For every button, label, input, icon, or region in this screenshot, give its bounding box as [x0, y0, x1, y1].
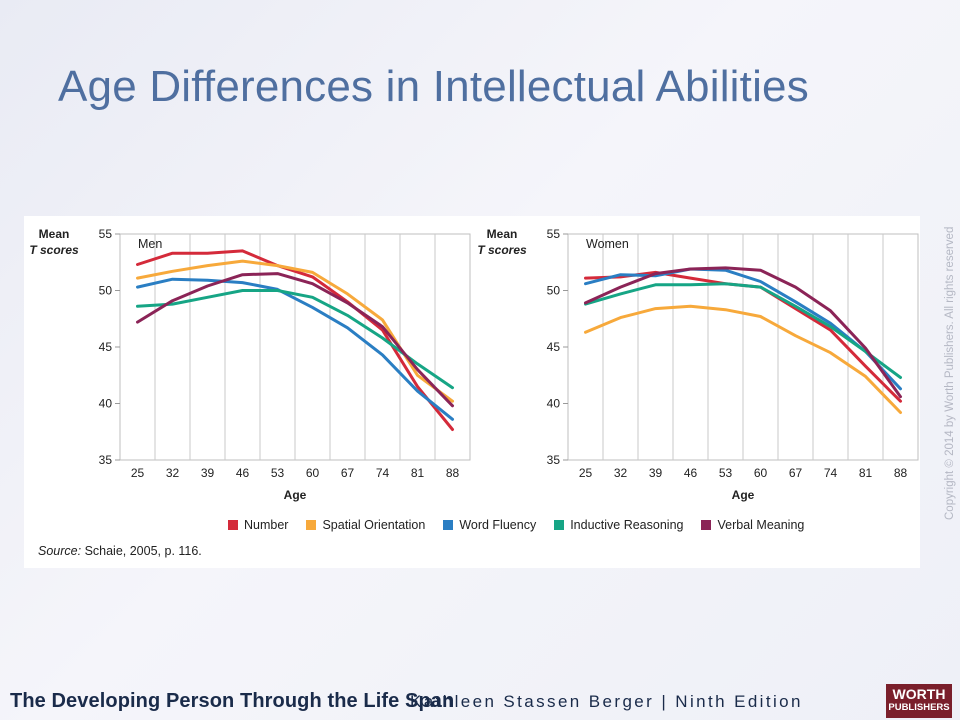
slide-title: Age Differences in Intellectual Abilitie…: [58, 62, 809, 111]
x-tick-label: 88: [446, 466, 460, 480]
x-tick-label: 25: [131, 466, 145, 480]
x-tick-label: 81: [411, 466, 425, 480]
x-tick-label: 46: [236, 466, 250, 480]
chart-legend: Number Spatial Orientation Word Fluency Ind…: [228, 518, 804, 532]
x-tick-label: 25: [579, 466, 593, 480]
legend-label: Spatial Orientation: [322, 518, 426, 532]
legend-item: Spatial Orientation: [306, 518, 425, 532]
y-tick-label: 55: [547, 227, 561, 241]
y-axis-label-line1: Mean: [487, 227, 518, 241]
x-tick-label: 60: [306, 466, 320, 480]
chart-1: 35 40 45 50 55 25 32 39 46 53 60 67 74 81 88 Mean T scor…: [477, 227, 919, 502]
x-tick-label: 81: [859, 466, 873, 480]
x-tick-label: 53: [719, 466, 733, 480]
legend-label: Word Fluency: [459, 518, 537, 532]
x-tick-label: 74: [824, 466, 838, 480]
chart-0: 35 40 45 50 55 25 32 39 46 53 60 67 74 81 88 Mean T scor…: [29, 227, 471, 502]
y-tick-label: 55: [99, 227, 113, 241]
x-tick-label: 67: [341, 466, 355, 480]
publisher-logo-line1: WORTH: [892, 686, 946, 702]
author-edition: Kathleen Stassen Berger | Ninth Edition: [410, 692, 803, 711]
x-tick-label: 53: [271, 466, 285, 480]
legend-swatch: [228, 520, 238, 530]
series-line-inductive-reasoning: [136, 289, 454, 390]
series-line-spatial-orientation: [584, 304, 902, 414]
y-tick-label: 50: [99, 284, 113, 298]
charts-svg: 35 40 45 50 55 25 32 39 46 53 60 67 74 81 88 Mean T scor…: [29, 227, 919, 502]
series-line-word-fluency: [136, 277, 454, 421]
legend-item: Number: [228, 518, 288, 532]
x-tick-label: 67: [789, 466, 803, 480]
chart-panel: 35 40 45 50 55 25 32 39 46 53 60 67 74 81 88 Mean T scor…: [24, 216, 920, 568]
y-tick-label: 35: [547, 453, 561, 467]
panel-title: Men: [138, 237, 162, 251]
legend-swatch: [306, 520, 317, 530]
x-axis-label: Age: [732, 488, 755, 502]
legend-label: Inductive Reasoning: [570, 518, 684, 532]
legend-swatch: [554, 520, 565, 530]
y-tick-label: 45: [547, 340, 561, 354]
y-tick-label: 40: [547, 397, 561, 411]
y-tick-label: 35: [99, 453, 113, 467]
x-tick-label: 60: [754, 466, 768, 480]
x-tick-label: 39: [201, 466, 215, 480]
x-tick-label: 39: [649, 466, 663, 480]
publisher-logo: WORTH PUBLISHERS: [886, 684, 952, 718]
book-title: The Developing Person Through the Life S…: [10, 690, 455, 712]
x-tick-label: 32: [166, 466, 180, 480]
y-axis-label-line2: T scores: [477, 243, 527, 257]
y-tick-label: 45: [99, 340, 113, 354]
source-label: Source:: [38, 544, 82, 558]
footer: The Developing Person Through the Life S…: [0, 676, 960, 720]
legend-swatch: [443, 520, 454, 530]
legend-label: Verbal Meaning: [717, 518, 805, 532]
x-tick-label: 32: [614, 466, 628, 480]
series-line-inductive-reasoning: [584, 282, 902, 379]
panel-title: Women: [586, 237, 629, 251]
y-tick-label: 50: [547, 284, 561, 298]
series-line-number: [136, 249, 454, 431]
legend-swatch: [701, 520, 712, 530]
x-tick-label: 88: [894, 466, 908, 480]
x-axis-label: Age: [284, 488, 307, 502]
legend-item: Verbal Meaning: [701, 518, 804, 532]
legend-item: Word Fluency: [443, 518, 536, 532]
series-line-verbal-meaning: [584, 266, 902, 399]
copyright-notice: Copyright © 2014 by Worth Publishers. Al…: [944, 226, 956, 520]
legend-label: Number: [244, 518, 289, 532]
x-tick-label: 46: [684, 466, 698, 480]
y-tick-label: 40: [99, 397, 113, 411]
y-axis-label-line1: Mean: [39, 227, 70, 241]
publisher-logo-line2: PUBLISHERS: [888, 702, 950, 713]
x-tick-label: 74: [376, 466, 390, 480]
source-note: Source: Schaie, 2005, p. 116.: [38, 544, 202, 558]
legend-item: Inductive Reasoning: [554, 518, 683, 532]
series-line-verbal-meaning: [136, 272, 454, 408]
y-axis-label-line2: T scores: [29, 243, 79, 257]
source-text: Schaie, 2005, p. 116.: [81, 544, 202, 558]
